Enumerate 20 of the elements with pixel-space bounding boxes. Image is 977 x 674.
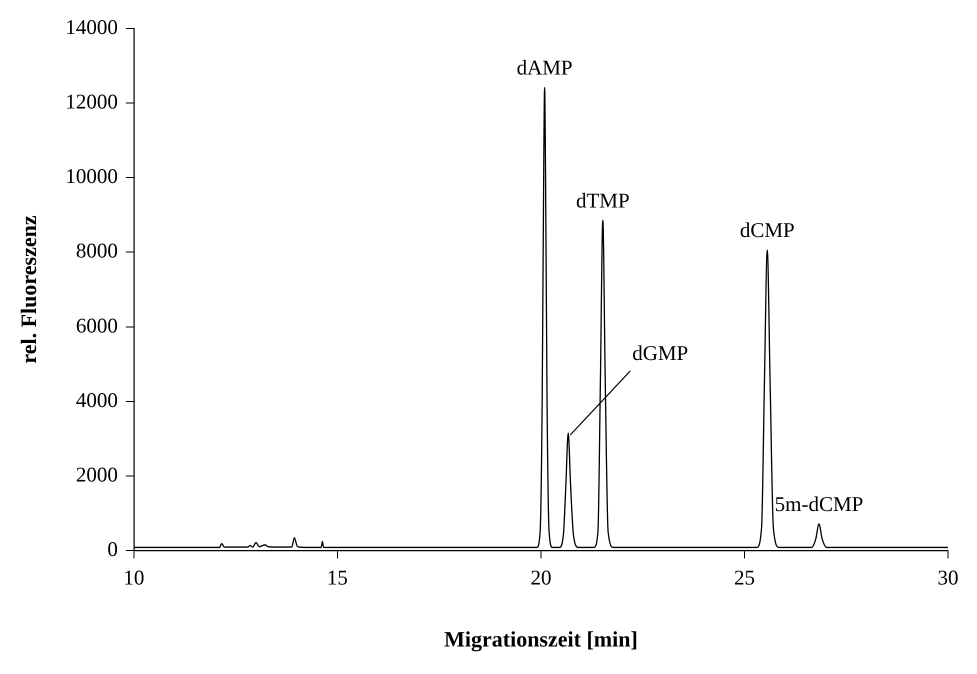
x-tick-label: 15 [326,566,348,590]
annotation: dGMP [632,341,688,366]
y-tick-label: 4000 [76,388,118,412]
annotation: dAMP [516,56,573,80]
y-tick-label: 2000 [76,462,118,486]
annotation: 5m-dCMP [774,492,864,516]
y-tick-label: 0 [107,536,118,561]
x-axis-title: Migrationszeit [min] [444,626,638,652]
y-tick-label: 6000 [76,313,118,338]
x-tick-label: 20 [530,566,552,590]
x-tick-label: 25 [734,566,755,590]
y-tick-label: 12000 [65,90,118,114]
annotation: dTMP [576,188,630,213]
y-tick-label: 14000 [65,15,118,40]
x-tick-label: 10 [123,566,144,590]
y-tick-label: 8000 [76,238,118,263]
annotation: dCMP [740,218,795,242]
y-axis-title: rel. Fluoreszenz [16,215,41,364]
y-tick-label: 10000 [65,164,118,188]
x-tick-label: 30 [938,566,958,590]
